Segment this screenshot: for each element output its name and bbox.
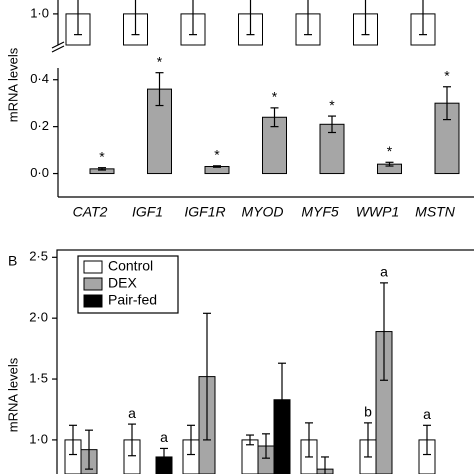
legend-swatch <box>83 260 103 274</box>
x-tick-label: IGF1 <box>132 204 163 220</box>
axis-break <box>51 41 65 49</box>
legend-label: Control <box>108 258 153 274</box>
axis-break <box>51 45 65 53</box>
annotation: * <box>272 89 278 105</box>
legend-label: DEX <box>108 275 137 291</box>
x-tick-label: IGF1R <box>184 204 225 220</box>
annotation: * <box>157 53 163 69</box>
y-tick-label: 1·0 <box>29 431 48 446</box>
annotation: * <box>329 97 335 113</box>
annotation: a <box>160 429 168 445</box>
y-tick-label: 2·5 <box>29 249 48 264</box>
annotation: * <box>387 143 393 159</box>
y-axis-label: mRNA levels <box>5 47 20 122</box>
annotation: * <box>99 148 105 164</box>
x-tick-label: CAT2 <box>73 204 108 220</box>
y-tick-label: 2·0 <box>29 310 48 325</box>
annotation: * <box>444 67 450 83</box>
y-tick-label: 0·2 <box>30 118 49 133</box>
y-axis-label: mRNA levels <box>5 357 20 432</box>
x-tick-label: MYF5 <box>301 204 339 220</box>
x-tick-label: WWP1 <box>356 204 400 220</box>
annotation: b <box>364 404 372 420</box>
y-tick-label: 1·5 <box>29 370 48 385</box>
y-tick-label: 0·4 <box>30 71 49 86</box>
annotation: a <box>423 406 431 422</box>
legend-swatch <box>83 277 103 291</box>
x-tick-label: MSTN <box>415 204 456 220</box>
x-tick-label: MYOD <box>242 204 284 220</box>
annotation: a <box>128 405 136 421</box>
annotation: * <box>214 147 220 163</box>
legend-swatch <box>83 294 103 308</box>
y-tick-label: 1·0 <box>30 5 49 20</box>
panel-label: B <box>8 253 17 269</box>
legend-label: Pair-fed <box>108 292 157 308</box>
annotation: a <box>380 264 388 280</box>
y-tick-label: 0·0 <box>30 165 49 180</box>
plot-frame <box>56 249 474 474</box>
